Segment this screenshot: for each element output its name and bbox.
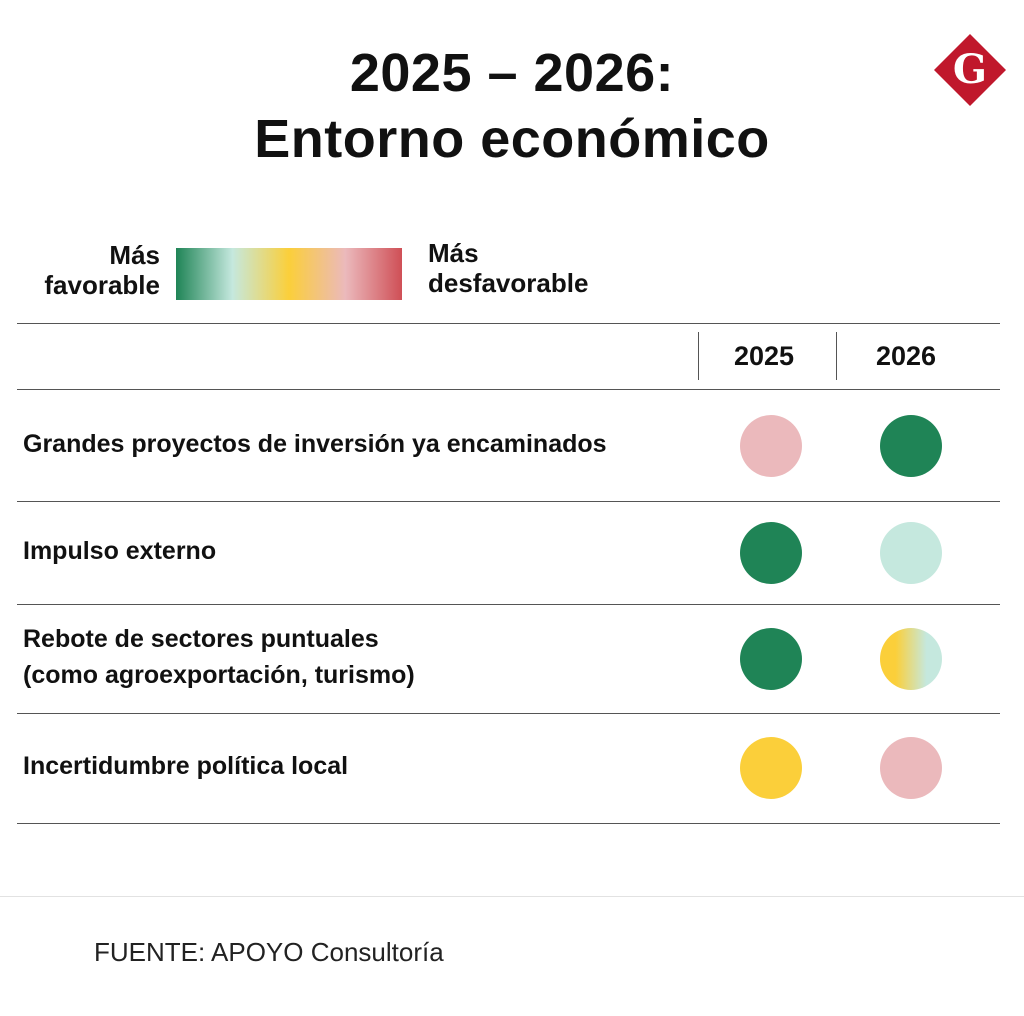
rating-dot-2026 — [880, 627, 942, 690]
column-divider-1 — [698, 332, 699, 380]
chart-title-line2: Entorno económico — [254, 109, 770, 169]
row-rule — [17, 713, 1000, 714]
source-note: FUENTE: APOYO Consultoría — [94, 937, 444, 967]
rating-dot-2025 — [740, 737, 802, 799]
row-rule — [17, 823, 1000, 824]
row-label-line: Grandes proyectos de inversión ya encami… — [23, 429, 607, 458]
legend-favorable-label: Más favorable — [20, 240, 160, 300]
row-label-line: Incertidumbre política local — [23, 752, 349, 780]
rating-dot-2026 — [880, 521, 942, 584]
chart-title-line1: 2025 – 2026: — [349, 43, 675, 103]
rating-dot-2025 — [740, 521, 802, 584]
legend-unfavorable-line2: desfavorable — [428, 268, 589, 298]
legend-unfavorable-label: Más desfavorable — [428, 238, 668, 298]
logo-letter: G — [953, 46, 987, 93]
row-rule — [17, 604, 1000, 605]
rating-dot-2025 — [740, 627, 802, 690]
row-label: Rebote de sectores puntuales (como agroex… — [23, 621, 703, 693]
header-bottom-rule — [17, 389, 1000, 390]
footer-divider — [0, 896, 1024, 897]
row-label-line: Impulso externo — [23, 536, 217, 565]
rating-dot-2025 — [740, 414, 802, 477]
legend-gradient-bar — [176, 248, 402, 300]
column-divider-2 — [836, 332, 837, 380]
g-diamond-logo-icon: G — [934, 34, 1006, 106]
row-label: Impulso externo — [23, 533, 703, 569]
column-header-2026: 2026 — [875, 341, 937, 371]
legend-favorable-line2: favorable — [44, 270, 160, 300]
rating-dot-2026 — [880, 414, 942, 477]
row-rule — [17, 501, 1000, 502]
legend-favorable-line1: Más — [109, 240, 160, 270]
row-label: Grandes proyectos de inversión ya encami… — [23, 426, 703, 462]
legend-unfavorable-line1: Más — [428, 238, 479, 268]
row-label-line: Rebote de sectores puntuales — [23, 624, 379, 653]
table-top-rule — [17, 323, 1000, 324]
rating-dot-2026 — [880, 737, 942, 799]
column-header-2025: 2025 — [733, 341, 795, 371]
row-label: Incertidumbre política local — [23, 748, 703, 784]
row-label-line: (como agroexportación, turismo) — [23, 660, 415, 689]
